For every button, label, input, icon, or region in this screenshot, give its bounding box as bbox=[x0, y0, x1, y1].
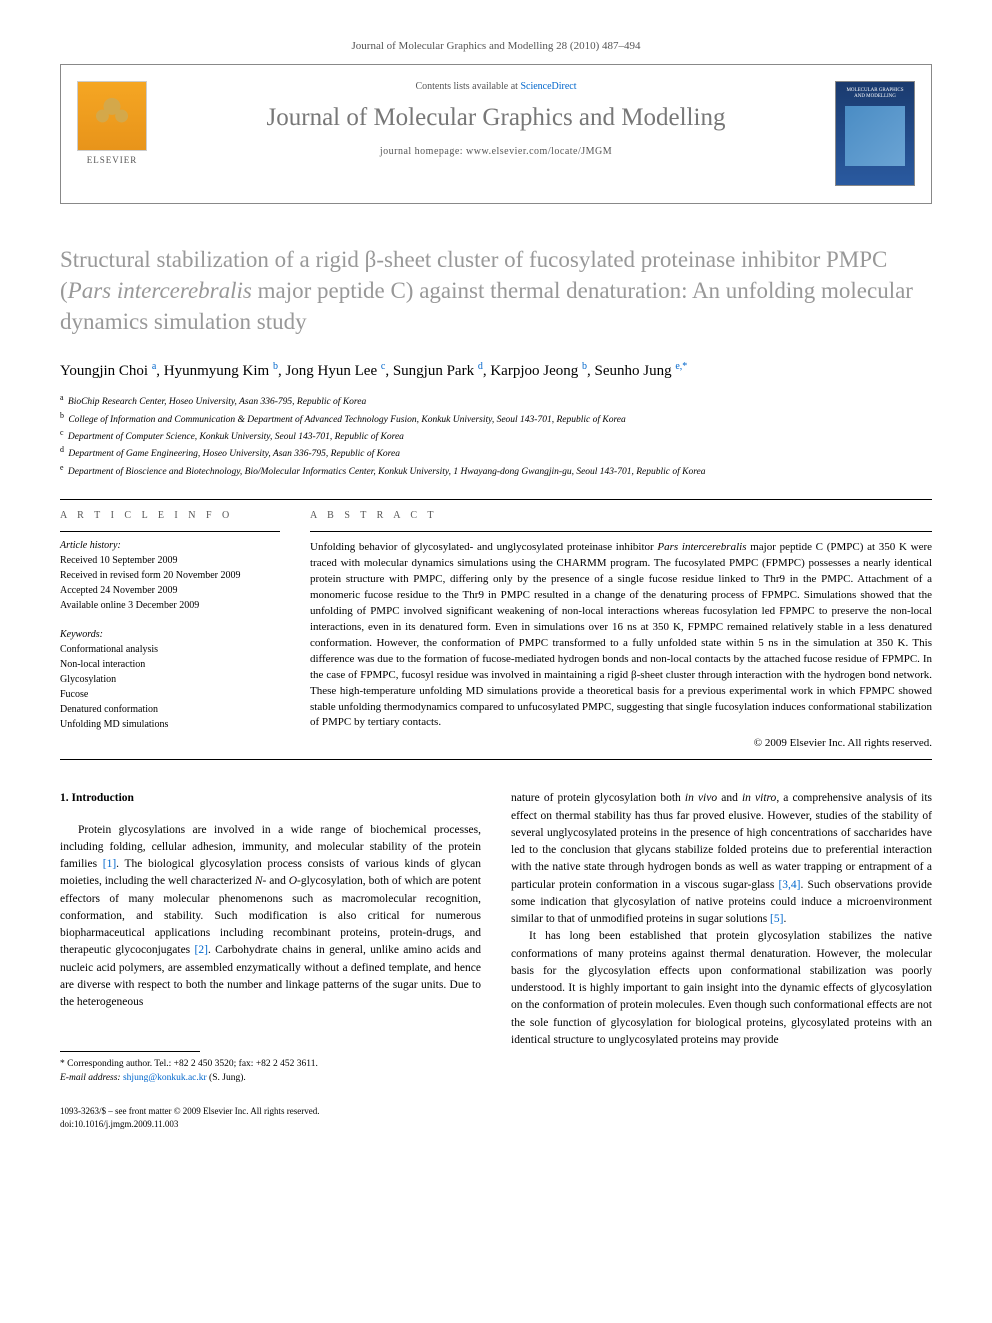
intro-heading: 1. Introduction bbox=[60, 790, 481, 807]
homepage-line: journal homepage: www.elsevier.com/locat… bbox=[181, 146, 811, 157]
keyword-line: Denatured conformation bbox=[60, 702, 280, 717]
email-line: E-mail address: shjung@konkuk.ac.kr (S. … bbox=[60, 1072, 481, 1085]
body-left-column: 1. Introduction Protein glycosylations a… bbox=[60, 790, 481, 1130]
elsevier-tree-icon bbox=[77, 81, 147, 151]
keyword-line: Unfolding MD simulations bbox=[60, 717, 280, 732]
keywords-lines: Conformational analysisNon-local interac… bbox=[60, 642, 280, 732]
cover-image-icon bbox=[845, 106, 905, 166]
author: Youngjin Choi a bbox=[60, 363, 156, 379]
sciencedirect-link[interactable]: ScienceDirect bbox=[520, 81, 576, 92]
affiliation-line: c Department of Computer Science, Konkuk… bbox=[60, 427, 932, 444]
keyword-line: Glycosylation bbox=[60, 672, 280, 687]
intro-para-right-1: nature of protein glycosylation both in … bbox=[511, 790, 932, 928]
homepage-url: www.elsevier.com/locate/JMGM bbox=[466, 146, 612, 157]
corresponding-line: * Corresponding author. Tel.: +82 2 450 … bbox=[60, 1058, 481, 1071]
footnote-separator bbox=[60, 1051, 200, 1052]
affiliation-line: b College of Information and Communicati… bbox=[60, 410, 932, 427]
author: Jong Hyun Lee c bbox=[285, 363, 385, 379]
keywords-head: Keywords: bbox=[60, 629, 280, 640]
affiliations-list: a BioChip Research Center, Hoseo Univers… bbox=[60, 392, 932, 479]
abstract-column: A B S T R A C T Unfolding behavior of gl… bbox=[310, 510, 932, 749]
journal-banner: ELSEVIER Contents lists available at Sci… bbox=[60, 64, 932, 204]
body-right-column: nature of protein glycosylation both in … bbox=[511, 790, 932, 1130]
author-aff-link[interactable]: a bbox=[152, 361, 156, 372]
history-line: Received 10 September 2009 bbox=[60, 553, 280, 568]
info-abstract-row: A R T I C L E I N F O Article history: R… bbox=[60, 510, 932, 749]
page-container: Journal of Molecular Graphics and Modell… bbox=[0, 0, 992, 1170]
keyword-line: Non-local interaction bbox=[60, 657, 280, 672]
banner-center: Contents lists available at ScienceDirec… bbox=[81, 81, 911, 157]
history-line: Accepted 24 November 2009 bbox=[60, 583, 280, 598]
author-aff-link[interactable]: d bbox=[478, 361, 483, 372]
article-info-heading: A R T I C L E I N F O bbox=[60, 510, 280, 521]
author: Karpjoo Jeong b bbox=[490, 363, 587, 379]
intro-para-right-2: It has long been established that protei… bbox=[511, 928, 932, 1049]
abstract-text: Unfolding behavior of glycosylated- and … bbox=[310, 540, 932, 731]
abstract-hr bbox=[310, 531, 932, 532]
affiliation-line: a BioChip Research Center, Hoseo Univers… bbox=[60, 392, 932, 409]
body-columns: 1. Introduction Protein glycosylations a… bbox=[60, 790, 932, 1130]
author-aff-link[interactable]: e,* bbox=[675, 361, 687, 372]
email-suffix: (S. Jung). bbox=[209, 1073, 246, 1083]
article-title: Structural stabilization of a rigid β-sh… bbox=[60, 244, 932, 337]
email-link[interactable]: shjung@konkuk.ac.kr bbox=[123, 1073, 207, 1083]
article-history-head: Article history: bbox=[60, 540, 280, 551]
affiliation-line: d Department of Game Engineering, Hoseo … bbox=[60, 444, 932, 461]
contents-prefix: Contents lists available at bbox=[415, 81, 520, 92]
author: Hyunmyung Kim b bbox=[164, 363, 278, 379]
history-line: Available online 3 December 2009 bbox=[60, 598, 280, 613]
journal-cover-thumbnail: MOLECULAR GRAPHICS AND MODELLING bbox=[835, 81, 915, 186]
email-label: E-mail address: bbox=[60, 1073, 121, 1083]
elsevier-logo: ELSEVIER bbox=[77, 81, 147, 176]
elsevier-label: ELSEVIER bbox=[77, 155, 147, 165]
contents-available-line: Contents lists available at ScienceDirec… bbox=[181, 81, 811, 92]
author: Sungjun Park d bbox=[393, 363, 483, 379]
doi-line: doi:10.1016/j.jmgm.2009.11.003 bbox=[60, 1118, 481, 1131]
cover-title: MOLECULAR GRAPHICS AND MODELLING bbox=[842, 88, 908, 100]
divider-top bbox=[60, 499, 932, 500]
issn-line: 1093-3263/$ – see front matter © 2009 El… bbox=[60, 1105, 481, 1118]
journal-name: Journal of Molecular Graphics and Modell… bbox=[181, 104, 811, 132]
divider-bottom bbox=[60, 759, 932, 760]
bottom-copyright: 1093-3263/$ – see front matter © 2009 El… bbox=[60, 1105, 481, 1130]
info-hr-1 bbox=[60, 531, 280, 532]
corresponding-author-footnote: * Corresponding author. Tel.: +82 2 450 … bbox=[60, 1058, 481, 1085]
author-aff-link[interactable]: b bbox=[582, 361, 587, 372]
abstract-copyright: © 2009 Elsevier Inc. All rights reserved… bbox=[310, 737, 932, 749]
history-line: Received in revised form 20 November 200… bbox=[60, 568, 280, 583]
author-aff-link[interactable]: c bbox=[381, 361, 385, 372]
intro-para-left: Protein glycosylations are involved in a… bbox=[60, 822, 481, 1012]
authors-list: Youngjin Choi a, Hyunmyung Kim b, Jong H… bbox=[60, 361, 932, 380]
abstract-heading: A B S T R A C T bbox=[310, 510, 932, 521]
keyword-line: Conformational analysis bbox=[60, 642, 280, 657]
author: Seunho Jung e,* bbox=[595, 363, 688, 379]
author-aff-link[interactable]: b bbox=[273, 361, 278, 372]
journal-header-citation: Journal of Molecular Graphics and Modell… bbox=[60, 40, 932, 52]
affiliation-line: e Department of Bioscience and Biotechno… bbox=[60, 462, 932, 479]
article-history-lines: Received 10 September 2009Received in re… bbox=[60, 553, 280, 613]
article-info-column: A R T I C L E I N F O Article history: R… bbox=[60, 510, 280, 749]
homepage-prefix: journal homepage: bbox=[380, 146, 466, 157]
keyword-line: Fucose bbox=[60, 687, 280, 702]
